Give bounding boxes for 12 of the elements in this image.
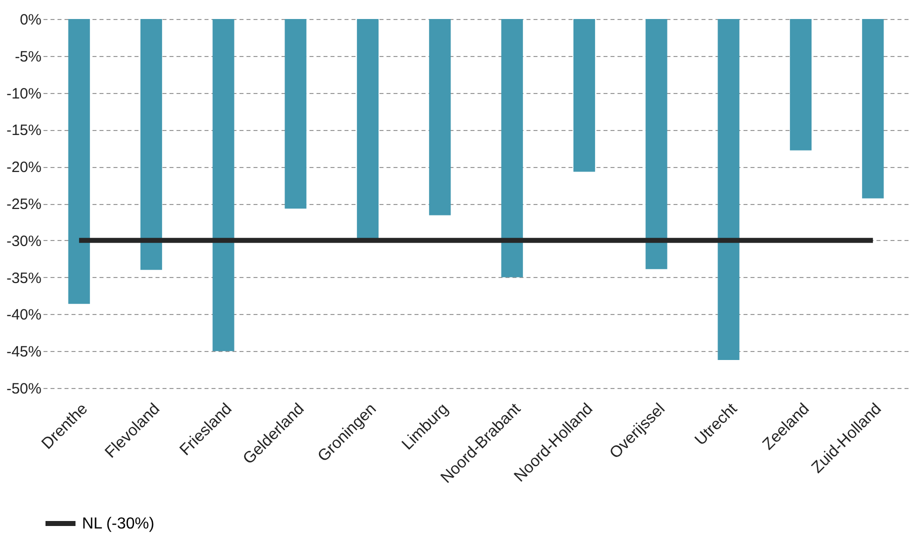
y-tick-label: 0%: [20, 12, 42, 28]
y-tick-label: -20%: [6, 159, 42, 176]
y-tick-label: -50%: [6, 380, 42, 398]
y-tick-label: -5%: [14, 48, 42, 66]
y-tick-label: -40%: [6, 306, 42, 324]
y-tick-label: -25%: [6, 196, 42, 213]
y-tick-label: -30%: [6, 232, 42, 250]
legend-label: NL (-30%): [82, 516, 154, 532]
y-tick-label: -15%: [6, 122, 42, 140]
y-tick-label: -35%: [6, 270, 42, 287]
y-tick-label: -45%: [6, 344, 42, 361]
y-tick-label: -10%: [6, 85, 42, 102]
